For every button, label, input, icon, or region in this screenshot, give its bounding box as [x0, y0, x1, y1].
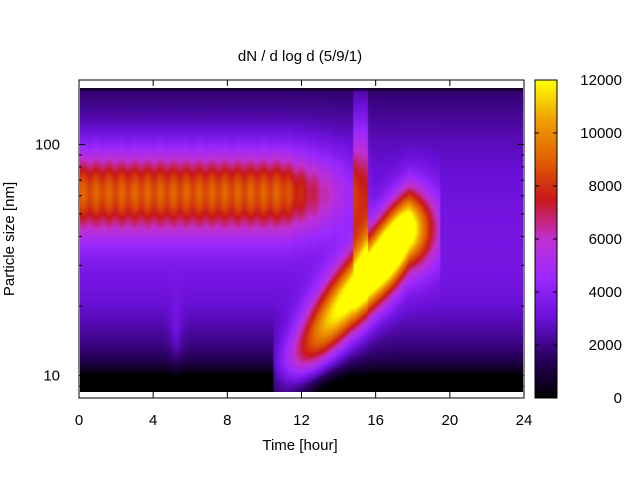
- colorbar-tick-label: 0: [614, 390, 622, 407]
- x-tick-label: 12: [293, 412, 310, 429]
- colorbar-ticks: 0 2000 4000 6000 8000 10000 12000: [535, 72, 622, 407]
- x-tick-label: 20: [441, 412, 458, 429]
- colorbar-tick-label: 12000: [580, 72, 622, 89]
- x-axis-label: Time [hour]: [262, 437, 337, 454]
- colorbar-tick-label: 6000: [589, 231, 622, 248]
- x-tick-label: 4: [149, 412, 157, 429]
- colorbar: 0 2000 4000 6000 8000 10000 12000: [534, 72, 622, 407]
- x-tick-label: 0: [75, 412, 83, 429]
- x-axis-ticks: 0 4 8 12 16 20 24: [75, 80, 533, 429]
- chart-title: dN / d log d (5/9/1): [238, 48, 362, 65]
- heatmap-image: [80, 88, 523, 392]
- colorbar-tick-label: 2000: [589, 337, 622, 354]
- heatmap-plot: 0 4 8 12 16 20 24 10 100: [35, 79, 533, 429]
- colorbar-tick-label: 4000: [589, 284, 622, 301]
- colorbar-tick-label: 8000: [589, 178, 622, 195]
- y-tick-label: 10: [43, 368, 60, 385]
- y-tick-label: 100: [35, 136, 60, 153]
- x-tick-label: 16: [367, 412, 384, 429]
- y-axis-ticks: 10 100: [35, 136, 524, 387]
- colorbar-tick-label: 10000: [580, 125, 622, 142]
- x-tick-label: 8: [223, 412, 231, 429]
- x-tick-label: 24: [516, 412, 533, 429]
- y-axis-label: Particle size [nm]: [1, 182, 18, 296]
